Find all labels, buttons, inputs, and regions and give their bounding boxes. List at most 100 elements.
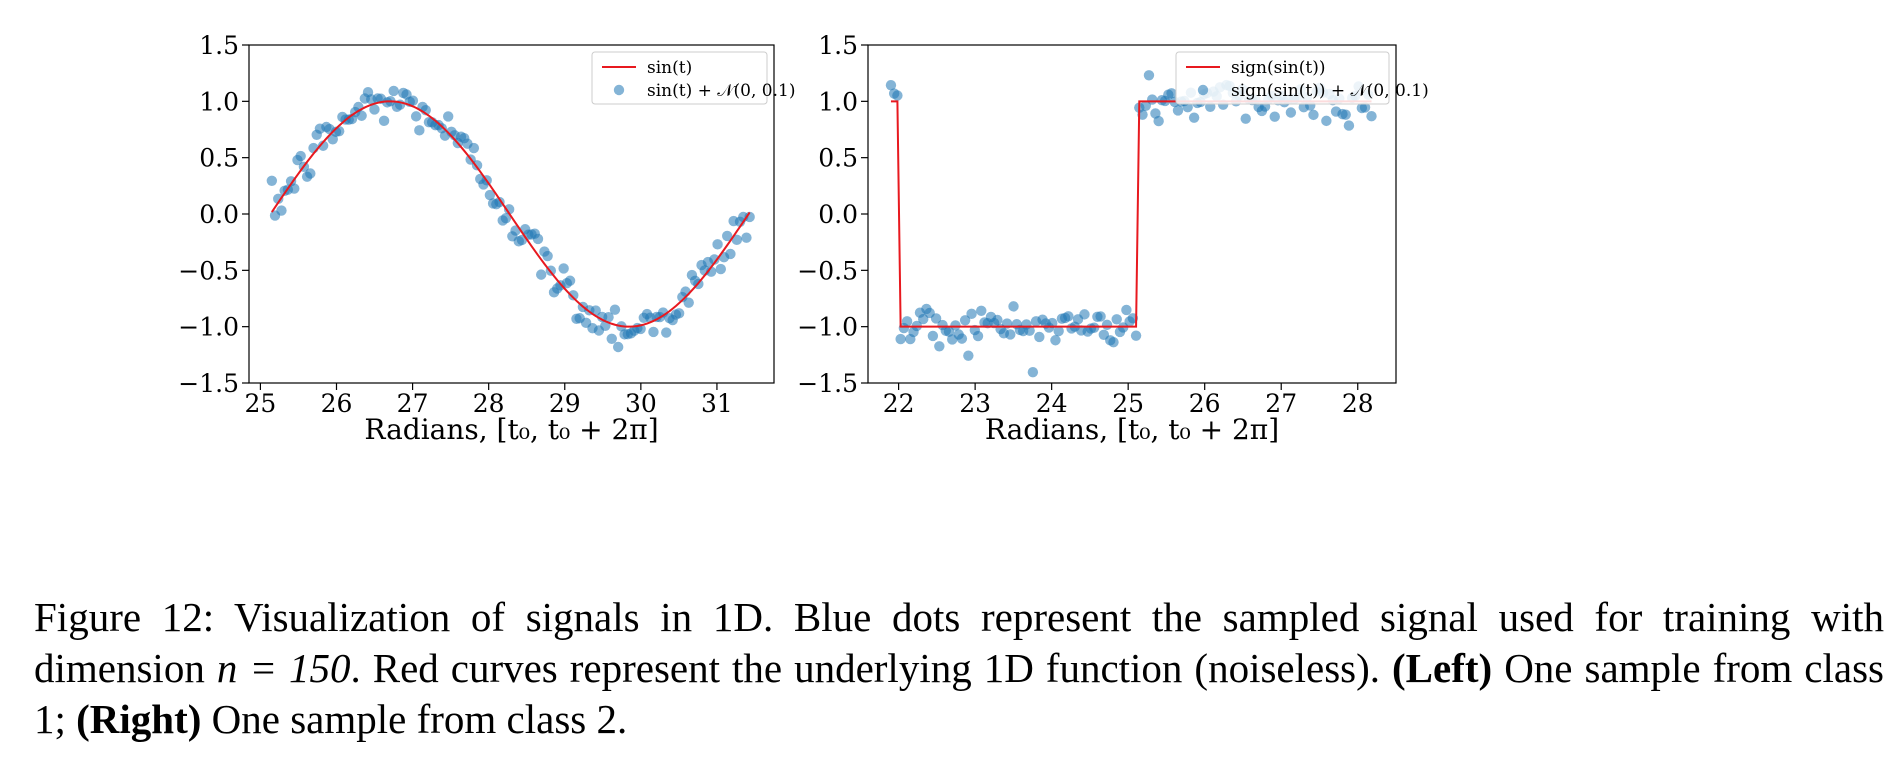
x-tick-label: 25: [1112, 389, 1144, 418]
x-tick-label: 25: [245, 389, 277, 418]
scatter-point: [500, 213, 512, 224]
scatter-point: [378, 115, 390, 127]
scatter-point: [1140, 100, 1151, 111]
scatter-point: [661, 327, 672, 338]
x-tick-label: 23: [959, 389, 991, 418]
scatter-point: [1108, 336, 1119, 348]
legend-entry-line: sign(sin(t)): [1231, 58, 1325, 78]
scatter-point: [1143, 70, 1155, 81]
scatter-point: [1366, 111, 1377, 122]
scatter-point: [1034, 331, 1045, 343]
chart-right: 22 23 24 25 26 27 28 1.5 1.0 0.5 0.0 −0.5 −1.0 −1.5 Ra…: [797, 31, 1428, 446]
x-tick-label: 28: [473, 389, 505, 418]
x-tick-label: 22: [883, 389, 915, 418]
scatter-point: [892, 90, 903, 101]
scatter-point: [722, 230, 733, 242]
y-tick-label: −1.5: [178, 369, 239, 398]
scatter-point: [356, 110, 367, 121]
scatter-point: [1166, 88, 1177, 99]
y-tick-label: −0.5: [797, 256, 858, 285]
x-axis-label: Radians, [t₀, t₀ + 2π]: [985, 413, 1279, 446]
scatter-point: [709, 254, 720, 265]
scatter-point: [1053, 325, 1064, 337]
scatter-point: [1050, 335, 1061, 346]
scatter-point: [295, 150, 306, 162]
scatter-point: [725, 248, 736, 260]
scatter-point: [609, 304, 621, 315]
scatter-point: [895, 333, 906, 345]
legend-entry-scatter: sin(t) + 𝒩(0, 0.1): [647, 81, 795, 101]
scatter-point: [532, 233, 544, 245]
scatter-point: [956, 333, 968, 344]
legend-box: [1175, 51, 1390, 105]
x-tick-label: 27: [397, 389, 429, 418]
scatter-point: [683, 297, 694, 308]
legend-scatter-swatch: [1197, 84, 1209, 96]
scatter-point: [333, 125, 345, 137]
x-tick-label: 29: [549, 389, 581, 418]
legend-entry-scatter: sign(sin(t)) + 𝒩(0, 0.1): [1231, 81, 1429, 101]
x-tick-label: 26: [1189, 389, 1221, 418]
scatter-point: [606, 333, 617, 345]
scatter-point: [1240, 113, 1251, 124]
y-tick-label: 0.0: [818, 200, 858, 229]
scatter-point: [1095, 311, 1106, 322]
scatter-point: [972, 330, 984, 342]
y-tick-label: −1.5: [797, 369, 858, 398]
scatter-point: [1111, 314, 1122, 325]
scatter-point: [305, 168, 316, 179]
x-axis-label: Radians, [t₀, t₀ + 2π]: [364, 413, 658, 446]
scatter-point: [1182, 101, 1193, 113]
y-tick-label: 1.0: [818, 87, 858, 116]
scatter-point: [542, 250, 553, 262]
scatter-point: [369, 104, 380, 115]
scatter-point: [1008, 301, 1019, 312]
function-line: [890, 100, 1372, 328]
scatter-point: [976, 305, 987, 316]
scatter-points: [885, 70, 1377, 378]
caption-lead: Figure 12: Visualization of signals in 1…: [34, 594, 1884, 691]
y-tick-label: 0.5: [199, 144, 239, 173]
scatter-point: [680, 286, 691, 297]
scatter-point: [1308, 109, 1319, 121]
figure-caption: Figure 12: Visualization of signals in 1…: [34, 592, 1884, 745]
scatter-point: [966, 308, 977, 320]
scatter-point: [1172, 105, 1184, 116]
y-tick-label: 0.0: [199, 200, 239, 229]
scatter-point: [1343, 120, 1355, 131]
scatter-point: [612, 341, 624, 353]
y-tick-label: 0.5: [818, 144, 858, 173]
scatter-point: [930, 313, 942, 324]
scatter-point: [1130, 330, 1142, 341]
scatter-point: [1121, 304, 1132, 316]
scatter-point: [1005, 329, 1016, 340]
legend-box: [591, 51, 768, 105]
caption-math: n = 150: [216, 645, 351, 691]
caption-right-bold: (Right): [76, 696, 202, 742]
function-line: [271, 100, 751, 328]
scatter-point: [918, 313, 929, 325]
scatter-point: [266, 175, 278, 186]
scatter-point: [1321, 115, 1332, 127]
caption-left-text: One sample from class 1;: [34, 645, 1885, 742]
scatter-point: [1153, 115, 1164, 127]
scatter-point: [443, 111, 454, 122]
caption-right-text: One sample from class 2.: [201, 696, 628, 742]
scatter-point: [276, 205, 287, 216]
scatter-point: [1101, 319, 1113, 331]
scatter-point: [317, 140, 329, 151]
legend-scatter-swatch: [613, 84, 625, 96]
scatter-point: [744, 211, 755, 223]
scatter-point: [673, 308, 685, 319]
scatter-point: [934, 341, 945, 352]
x-tick-label: 30: [625, 389, 657, 418]
y-tick-label: −1.0: [797, 313, 858, 342]
scatter-point: [959, 315, 971, 326]
y-tick-label: −0.5: [178, 256, 239, 285]
figure: 25 26 27 28 29 30 31 1.5 1.0 0.5 0.0 −0.5 −1.0 −1.5 Ra…: [178, 31, 1428, 446]
scatter-point: [1063, 311, 1074, 322]
scatter-point: [648, 326, 659, 338]
scatter-point: [410, 111, 422, 122]
scatter-point: [731, 234, 743, 246]
scatter-point: [1285, 107, 1297, 118]
